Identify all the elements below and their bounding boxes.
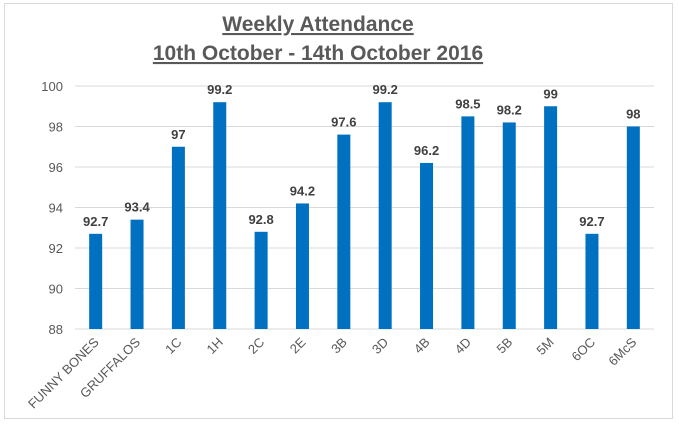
y-tick-label: 90 [49, 282, 63, 297]
bar [213, 102, 227, 329]
data-label: 92.8 [248, 212, 273, 227]
bar [337, 134, 351, 329]
bar [626, 126, 640, 329]
bar [171, 146, 185, 329]
bar [420, 162, 434, 329]
y-tick-label: 96 [49, 160, 63, 175]
data-label: 93.4 [124, 200, 150, 215]
bar [502, 122, 516, 329]
data-label: 96.2 [414, 143, 439, 158]
y-tick-label: 92 [49, 241, 63, 256]
bar [295, 203, 309, 329]
data-label: 94.2 [290, 183, 315, 198]
data-label: 99 [543, 86, 557, 101]
y-axis-tick-labels: 88 90 92 94 96 98 100 [41, 79, 63, 337]
x-tick-label: 4B [411, 335, 433, 357]
y-tick-label: 100 [41, 79, 63, 94]
x-tick-label: 2E [287, 334, 309, 356]
chart-title: Weekly Attendance [222, 13, 413, 36]
x-tick-label: 3B [328, 335, 350, 357]
x-tick-label: 3D [369, 335, 391, 357]
bar [254, 231, 268, 329]
x-tick-label: 1C [162, 335, 184, 357]
x-tick-label: 2C [245, 335, 267, 357]
gridlines [75, 85, 654, 330]
data-label: 98.5 [455, 96, 480, 111]
x-tick-label: 1H [204, 335, 226, 357]
data-label: 98 [626, 107, 640, 122]
y-tick-label: 88 [49, 322, 63, 337]
data-label: 99.2 [207, 82, 232, 97]
bar [585, 233, 599, 329]
data-labels: 92.7 93.4 97 99.2 92.8 94.2 97.6 99.2 96.2 98.5 98… [83, 82, 641, 229]
data-label: 97 [171, 127, 185, 142]
y-tick-label: 98 [49, 120, 63, 135]
bar [461, 116, 475, 329]
x-tick-label: 5M [533, 335, 556, 358]
y-tick-label: 94 [49, 201, 63, 216]
chart-subtitle: 10th October - 14th October 2016 [153, 42, 483, 65]
data-label: 97.6 [331, 115, 356, 130]
data-label: 99.2 [373, 82, 398, 97]
bar [544, 106, 558, 329]
x-tick-label: FUNNY BONES [25, 334, 102, 411]
data-label: 92.7 [83, 214, 108, 229]
x-tick-label: 4D [452, 335, 474, 357]
data-label: 98.2 [497, 102, 522, 117]
x-tick-label: 6OC [569, 335, 599, 365]
data-label: 92.7 [579, 214, 604, 229]
bar [130, 219, 144, 329]
bars [89, 102, 640, 329]
bar [89, 233, 103, 329]
bar [378, 102, 392, 329]
x-tick-label: 6McS [605, 334, 639, 368]
x-tick-label: 5B [494, 335, 516, 357]
